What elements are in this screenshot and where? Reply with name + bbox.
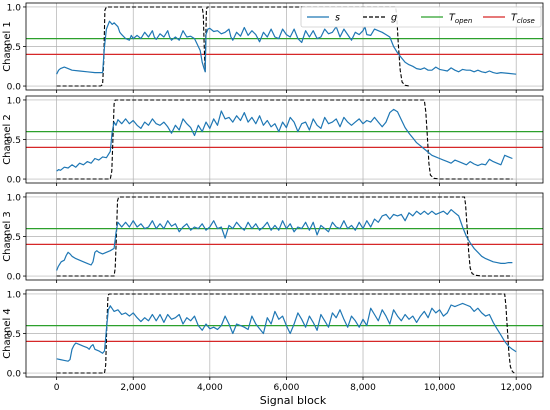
signal-series-line	[56, 209, 513, 271]
gate-series-line	[56, 293, 515, 374]
x-tick-label: 6,000	[274, 383, 300, 393]
panel-2: 0.0 0.5 1.0 Channel 2	[2, 95, 544, 186]
y-tick-label: 0.5	[7, 136, 21, 146]
y-tick-label: 0.0	[7, 370, 22, 380]
panel-y-label: Channel 2	[2, 114, 13, 165]
x-tick-label: 10,000	[424, 383, 456, 393]
y-tick-label: 1.0	[7, 96, 22, 106]
panel-y-label: Channel 1	[2, 21, 13, 72]
panel-y-label: Channel 3	[2, 211, 13, 262]
panel-3: 0.0 0.5 1.0 Channel 3	[2, 192, 544, 283]
legend-label-s: s	[335, 13, 340, 24]
y-tick-label: 0.5	[7, 233, 21, 243]
x-tick-label: 2,000	[120, 383, 146, 393]
chart-legend: s g Topen Tclose	[300, 6, 542, 28]
y-tick-label: 0.5	[7, 330, 21, 340]
x-tick-label: 4,000	[197, 383, 223, 393]
x-axis-label: Signal block	[260, 394, 327, 407]
y-tick-label: 0.0	[7, 273, 22, 283]
x-tick-label: 12,000	[500, 383, 532, 393]
y-tick-label: 1.0	[7, 3, 22, 13]
signal-series-line	[56, 108, 513, 172]
y-tick-label: 0.0	[7, 83, 22, 93]
y-tick-label: 0.5	[7, 43, 21, 53]
signal-series-line	[56, 20, 517, 75]
panel-y-label: Channel 4	[2, 308, 13, 359]
y-tick-label: 1.0	[7, 193, 22, 203]
signal-series-line	[56, 302, 517, 362]
legend-subscript-t_open: open	[455, 17, 472, 25]
x-tick-label: 0	[54, 383, 60, 393]
legend-subscript-t_close: close	[517, 17, 535, 25]
gate-series-line	[56, 99, 513, 180]
legend-label-g: g	[391, 13, 397, 24]
y-tick-label: 0.0	[7, 176, 22, 186]
panel-4: 0.0 0.5 1.0 0 2,000 4,000 6,000 8,000 10,000 12,0…	[2, 289, 544, 393]
x-tick-label: 8,000	[350, 383, 376, 393]
y-tick-label: 1.0	[7, 290, 22, 300]
